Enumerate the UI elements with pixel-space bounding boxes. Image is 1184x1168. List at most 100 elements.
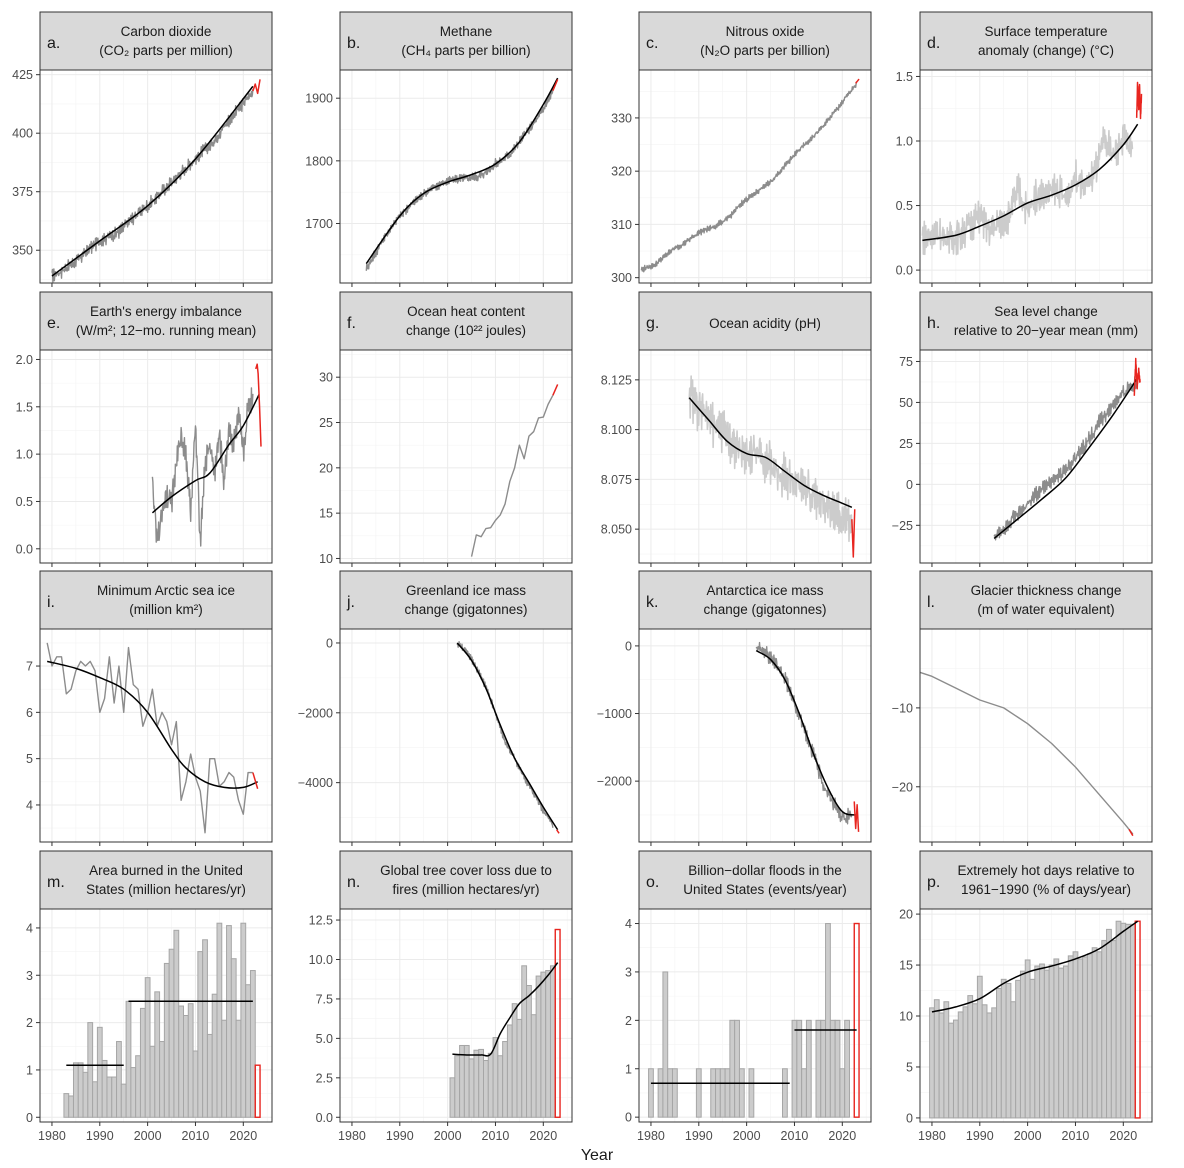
panel-h: h. Sea level change relative to 20−year me… — [892, 291, 1153, 567]
bar — [502, 1041, 508, 1118]
bar — [1043, 969, 1050, 1119]
trend-line — [365, 77, 559, 265]
x-tick-label: 2000 — [733, 1129, 761, 1143]
bar — [829, 1019, 836, 1118]
bar — [801, 1068, 807, 1118]
y-tick-label: 1900 — [305, 92, 333, 106]
recent-series-line — [252, 79, 261, 95]
panel-title-strip: a. Carbon dioxide (CO₂ parts per million) — [39, 11, 273, 71]
y-tick-label: 320 — [611, 165, 632, 179]
x-tick-label: 2020 — [229, 1129, 257, 1143]
panel-letter: p. — [927, 874, 940, 891]
observed-series-line — [470, 394, 554, 557]
plot-frame — [638, 349, 872, 564]
y-tick-label: 0 — [26, 1111, 33, 1125]
panel-title-strip: g. Ocean acidity (pH) — [638, 291, 872, 351]
plot-frame — [39, 908, 273, 1123]
bar — [991, 1007, 998, 1119]
strip-background — [638, 11, 872, 71]
panel-letter: k. — [646, 594, 658, 611]
panel-m: m. Area burned in the United States (milli… — [26, 850, 273, 1143]
bar — [449, 1077, 456, 1118]
observed-series-line — [640, 81, 858, 273]
panel-title-line: change (gigatonnes) — [404, 602, 527, 617]
grid — [340, 350, 572, 563]
strip-background — [919, 570, 1153, 630]
x-tick-label: 2010 — [781, 1129, 809, 1143]
strip-background — [638, 570, 872, 630]
bar — [1115, 920, 1122, 1119]
strip-background — [39, 11, 273, 71]
bar — [1125, 923, 1131, 1119]
bar — [1129, 923, 1136, 1119]
bar — [933, 999, 940, 1119]
bar — [695, 1068, 702, 1118]
panel-title-strip: i. Minimum Arctic sea ice (million km²) — [39, 570, 273, 630]
panel-title-line: Sea level change — [994, 304, 1098, 319]
bar — [1039, 963, 1045, 1119]
plot-frame — [919, 69, 1153, 284]
panel-title-line: United States (events/year) — [683, 882, 847, 897]
grid — [340, 629, 572, 842]
bar — [497, 1055, 504, 1118]
bar — [249, 970, 256, 1118]
panels-group: a. Carbon dioxide (CO₂ parts per million) 3… — [12, 11, 1153, 1143]
bar — [77, 1062, 84, 1118]
y-tick-label: −20 — [892, 780, 913, 794]
grid — [639, 70, 871, 283]
bar — [791, 1019, 798, 1118]
bar — [116, 1041, 122, 1118]
x-tick-label: 2020 — [1109, 1129, 1137, 1143]
panel-n: n. Global tree cover loss due to fires (mi… — [309, 850, 573, 1143]
recent-series-line — [1135, 81, 1143, 120]
bar — [549, 965, 556, 1118]
x-tick-label: 2010 — [1062, 1129, 1090, 1143]
recent-series-line — [552, 79, 559, 91]
bar — [948, 1022, 954, 1119]
plot-frame — [339, 349, 573, 564]
bar — [96, 1026, 103, 1118]
bar — [68, 1095, 74, 1118]
bar — [154, 991, 161, 1118]
strip-background — [39, 291, 273, 351]
plot-marks — [929, 920, 1141, 1119]
bar — [1082, 956, 1088, 1119]
plot-marks — [151, 363, 262, 547]
bar — [648, 1068, 654, 1118]
grid — [639, 629, 871, 842]
bar — [1015, 979, 1021, 1119]
plot-area — [919, 69, 1153, 284]
y-tick-label: −25 — [892, 519, 913, 533]
panel-e: e. Earth's energy imbalance (W/m²; 12−mo. … — [16, 291, 273, 567]
bar — [981, 1004, 988, 1119]
trend-line — [931, 920, 1139, 1013]
bar — [540, 971, 547, 1118]
observed-series-line — [688, 375, 853, 543]
panel-p: p. Extremely hot days relative to 1961−199… — [899, 850, 1153, 1143]
bar — [487, 1052, 494, 1118]
bar — [834, 1019, 841, 1118]
bar — [1000, 978, 1007, 1119]
plot-frame — [638, 628, 872, 843]
recent-series-line — [552, 384, 559, 396]
bar — [92, 1081, 98, 1118]
trend-line — [151, 394, 260, 514]
bar — [671, 1068, 678, 1118]
y-tick-label: 425 — [12, 68, 33, 82]
y-tick-label: 25 — [319, 416, 333, 430]
y-tick-label: 5 — [26, 752, 33, 766]
panel-title-strip: l. Glacier thickness change (m of water eq… — [919, 570, 1153, 630]
panel-title-line: anomaly (change) (°C) — [978, 43, 1114, 58]
y-tick-label: 15 — [899, 959, 913, 973]
y-tick-label: 4 — [26, 798, 33, 812]
y-tick-label: 8.075 — [601, 473, 632, 487]
x-tick-label: 1980 — [38, 1129, 66, 1143]
y-tick-label: 3 — [625, 965, 632, 979]
panel-title-line: change (10²² joules) — [406, 323, 526, 338]
bar — [734, 1019, 740, 1118]
plot-marks — [648, 922, 860, 1118]
trend-line — [452, 962, 559, 1057]
plot-marks — [365, 77, 559, 271]
bar — [82, 1071, 89, 1118]
panel-j: j. Greenland ice mass change (gigatonnes) −… — [298, 570, 573, 846]
